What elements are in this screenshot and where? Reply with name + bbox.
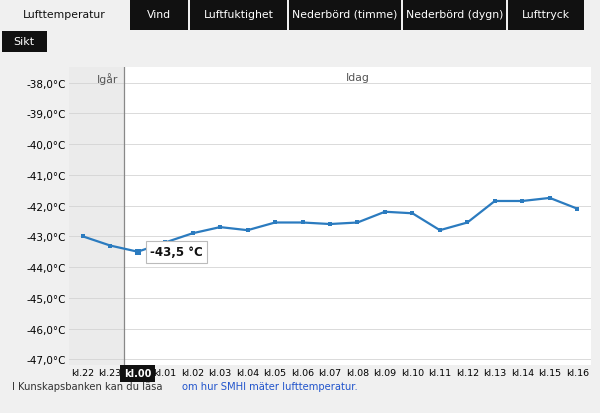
Text: I Kunskapsbanken kan du läsa: I Kunskapsbanken kan du läsa bbox=[12, 381, 166, 391]
Bar bbox=[130, 0, 188, 31]
Bar bbox=[190, 0, 287, 31]
Bar bbox=[403, 0, 506, 31]
Text: Igår: Igår bbox=[97, 73, 118, 85]
Text: Nederbörd (dygn): Nederbörd (dygn) bbox=[406, 10, 503, 20]
Text: Sikt: Sikt bbox=[14, 37, 35, 47]
Bar bbox=[69, 68, 124, 366]
Text: Idag: Idag bbox=[346, 73, 370, 83]
Text: Lufttryck: Lufttryck bbox=[522, 10, 570, 20]
Text: Luftfuktighet: Luftfuktighet bbox=[203, 10, 274, 20]
Text: Nederbörd (timme): Nederbörd (timme) bbox=[292, 10, 398, 20]
Bar bbox=[2, 32, 47, 52]
Text: om hur SMHI mäter lufttemperatur.: om hur SMHI mäter lufttemperatur. bbox=[182, 381, 358, 391]
Bar bbox=[1, 0, 128, 31]
Text: -43,5 °C: -43,5 °C bbox=[150, 246, 203, 259]
Text: Lufttemperatur: Lufttemperatur bbox=[23, 10, 106, 20]
Bar bbox=[508, 0, 584, 31]
Text: Vind: Vind bbox=[147, 10, 171, 20]
Bar bbox=[289, 0, 401, 31]
